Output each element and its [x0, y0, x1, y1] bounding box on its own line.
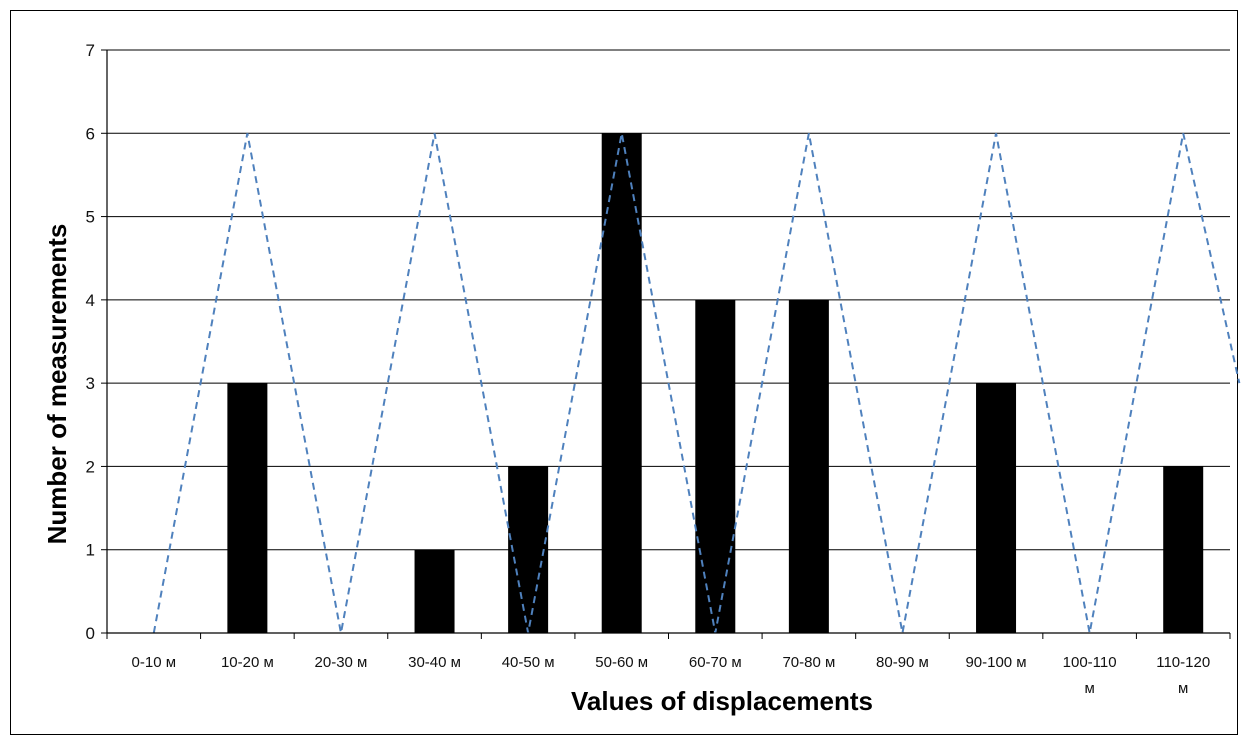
x-tick-label-3: 30-40 м	[408, 654, 461, 671]
y-axis-title: Number of measurements	[42, 224, 72, 545]
bars	[227, 133, 1204, 634]
y-tick-label-2: 2	[86, 457, 95, 476]
y-tick-label-4: 4	[86, 291, 95, 310]
x-tick-label-6: 60-70 м	[689, 654, 742, 671]
y-tick-label-5: 5	[86, 208, 95, 227]
x-tick-label-line: 70-80 м	[782, 654, 835, 671]
bar-1	[227, 383, 268, 633]
x-tick-label-line: 110-120	[1156, 654, 1210, 671]
x-tick-label-5: 50-60 м	[595, 654, 648, 671]
x-tick-label-4: 40-50 м	[502, 654, 555, 671]
y-tick-label-6: 6	[86, 124, 95, 143]
bar-3	[414, 549, 455, 633]
x-tick-label-line: м	[1178, 680, 1188, 697]
x-tick-label-1: 10-20 м	[221, 654, 274, 671]
x-tick-label-line: 20-30 м	[315, 654, 368, 671]
y-tick-label-0: 0	[86, 624, 95, 643]
x-tick-label-line: 90-100 м	[965, 654, 1026, 671]
x-tick-label-line: 60-70 м	[689, 654, 742, 671]
x-tick-labels: 0-10 м 10-20 м 20-30 м 30-40 м 40-50 м 50-60 …	[132, 654, 1211, 697]
x-axis-title: Values of displacements	[571, 686, 873, 716]
x-tick-label-7: 70-80 м	[782, 654, 835, 671]
x-tick-label-line: 30-40 м	[408, 654, 461, 671]
x-tick-label-line: 10-20 м	[221, 654, 274, 671]
bar-5	[601, 133, 642, 634]
x-tick-label-line: 0-10 м	[132, 654, 177, 671]
x-tick-label-11: 110-120 м	[1156, 654, 1210, 697]
gridlines	[107, 49, 1230, 551]
x-tick-label-9: 90-100 м	[965, 654, 1026, 671]
x-tick-label-2: 20-30 м	[315, 654, 368, 671]
y-tick-labels: 0 1 2 3 4 5 6 7	[86, 41, 95, 643]
bar-11	[1163, 466, 1204, 633]
bar-7	[788, 299, 829, 633]
bar-4	[508, 466, 549, 633]
x-tick-label-line: 80-90 м	[876, 654, 929, 671]
x-tick-label-0: 0-10 м	[132, 654, 177, 671]
x-tick-label-line: м	[1084, 680, 1094, 697]
x-tick-label-line: 50-60 м	[595, 654, 648, 671]
x-tick-label-line: 40-50 м	[502, 654, 555, 671]
y-tick-label-3: 3	[86, 374, 95, 393]
x-tick-label-8: 80-90 м	[876, 654, 929, 671]
bar-6	[695, 299, 736, 633]
bar-9	[976, 383, 1017, 633]
x-tick-label-line: 100-110	[1063, 654, 1117, 671]
y-tick-label-7: 7	[86, 41, 95, 60]
axes	[101, 49, 1231, 639]
x-tick-label-10: 100-110 м	[1063, 654, 1117, 697]
y-tick-label-1: 1	[86, 541, 95, 560]
